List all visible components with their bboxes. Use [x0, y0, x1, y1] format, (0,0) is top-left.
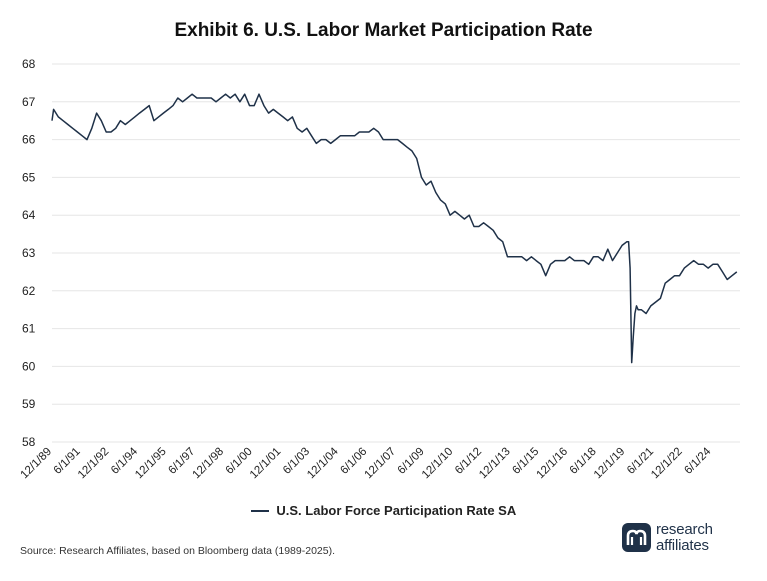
series-line-0	[51, 93, 738, 364]
y-tick-label: 59	[22, 397, 36, 411]
y-tick-label: 64	[22, 208, 36, 222]
y-tick-label: 66	[22, 133, 36, 147]
series-layer	[51, 93, 738, 364]
gridlines	[52, 63, 740, 443]
y-tick-label: 61	[22, 322, 36, 336]
y-tick-label: 67	[22, 95, 36, 109]
y-tick-label: 62	[22, 284, 36, 298]
x-tick-label: 12/1/89	[19, 446, 55, 482]
legend-swatch	[250, 509, 269, 512]
chart-title: Exhibit 6. U.S. Labor Market Participati…	[174, 20, 593, 41]
research-affiliates-logo: research affiliates	[622, 520, 752, 556]
y-tick-label: 63	[22, 246, 36, 260]
x-tick-label: 12/1/01	[248, 446, 284, 482]
y-tick-label: 65	[22, 170, 36, 184]
y-tick-label: 58	[22, 435, 36, 449]
y-tick-label: 68	[22, 57, 36, 71]
x-tick-label: 12/1/10	[420, 446, 456, 482]
y-tick-label: 60	[22, 359, 36, 373]
x-tick-label: 12/1/95	[133, 446, 169, 482]
x-axis-ticks: 12/1/896/1/9112/1/926/1/9412/1/956/1/971…	[19, 445, 714, 481]
x-tick-label: 12/1/04	[305, 445, 341, 481]
legend: U.S. Labor Force Participation Rate SA	[0, 503, 767, 518]
x-tick-label: 12/1/22	[649, 446, 685, 482]
logo-word-1: research	[656, 521, 713, 538]
x-tick-label: 12/1/92	[76, 446, 112, 482]
x-tick-label: 12/1/07	[363, 446, 399, 482]
source-note: Source: Research Affiliates, based on Bl…	[20, 545, 335, 557]
y-axis-ticks: 58 59 60 61 62 63 64 65 66 67 68	[22, 57, 36, 449]
x-tick-label: 12/1/16	[535, 446, 571, 482]
logo-word-2: affiliates	[656, 537, 709, 554]
logo-mark-icon	[622, 523, 651, 552]
x-tick-label: 6/1/24	[682, 445, 714, 477]
x-tick-label: 12/1/98	[191, 446, 227, 482]
legend-label: U.S. Labor Force Participation Rate SA	[276, 503, 517, 518]
x-tick-label: 12/1/19	[592, 446, 628, 482]
x-tick-label: 12/1/13	[477, 446, 513, 482]
